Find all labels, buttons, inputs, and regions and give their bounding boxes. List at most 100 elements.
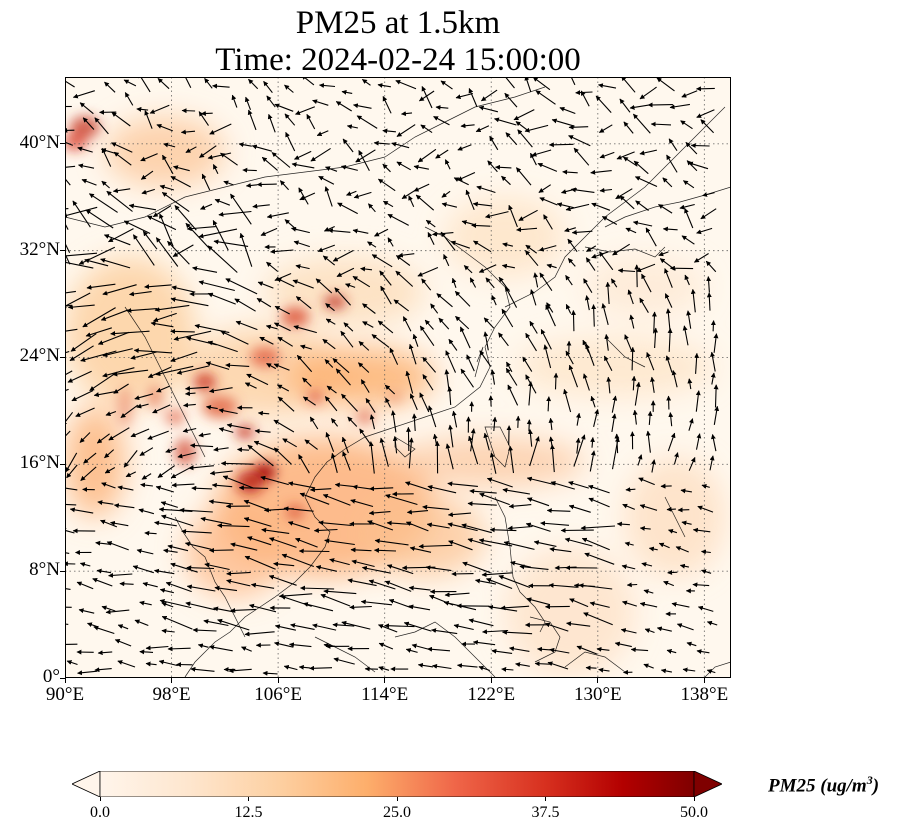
wind-arrow — [213, 239, 249, 247]
wind-arrow — [138, 508, 155, 515]
wind-arrow — [101, 605, 116, 612]
wind-arrow — [534, 661, 551, 667]
wind-arrow — [538, 184, 552, 193]
wind-arrow — [241, 646, 252, 652]
wind-arrow — [114, 639, 132, 647]
wind-arrow — [664, 293, 673, 308]
wind-arrow — [362, 303, 376, 314]
wind-arrow — [302, 396, 316, 406]
wind-arrow — [611, 436, 620, 470]
wind-arrow — [417, 148, 437, 163]
wind-arrow — [396, 161, 411, 171]
wind-arrow — [142, 230, 158, 250]
wind-arrow — [212, 220, 229, 251]
wind-arrow — [284, 219, 298, 231]
wind-arrow — [616, 521, 630, 527]
wind-arrow — [639, 149, 658, 156]
wind-arrow — [395, 79, 417, 90]
wind-arrow — [167, 544, 189, 552]
wind-arrow — [565, 203, 590, 212]
wind-arrow — [396, 124, 416, 137]
wind-vector-arrows — [65, 77, 720, 676]
wind-arrow — [75, 407, 95, 417]
wind-arrow — [342, 138, 354, 153]
wind-arrow — [468, 618, 494, 627]
wind-arrow — [225, 362, 250, 368]
wind-arrow — [713, 333, 719, 353]
wind-arrow — [549, 647, 570, 654]
wind-arrow — [658, 542, 670, 549]
wind-arrow — [460, 368, 474, 388]
wind-arrow — [548, 582, 578, 588]
wind-arrow — [365, 397, 376, 413]
wind-arrow — [444, 369, 450, 392]
wind-arrow — [163, 548, 178, 554]
wind-arrow — [310, 147, 331, 162]
wind-arrow — [132, 565, 154, 574]
wind-arrow — [697, 605, 714, 612]
wind-arrow — [485, 211, 509, 219]
wind-arrow — [332, 250, 354, 262]
wind-arrow — [637, 454, 643, 466]
wind-arrow — [645, 430, 651, 453]
wind-arrow — [500, 605, 530, 611]
wind-arrow — [693, 253, 709, 263]
wind-arrow — [123, 450, 138, 468]
map-svg — [65, 77, 731, 678]
wind-arrow — [562, 169, 578, 175]
wind-arrow — [140, 153, 158, 162]
wind-arrow — [377, 178, 396, 192]
wind-arrow — [548, 142, 574, 148]
wind-arrow — [194, 323, 230, 334]
wind-arrow — [401, 111, 413, 117]
wind-arrow — [463, 265, 473, 274]
wind-arrow — [85, 327, 112, 338]
wind-arrow — [161, 191, 190, 213]
wind-arrow — [451, 410, 458, 428]
y-tick-mark — [60, 143, 65, 145]
wind-arrow — [593, 409, 600, 428]
wind-arrow — [101, 180, 110, 189]
wind-arrow — [244, 382, 257, 389]
wind-arrow — [681, 235, 695, 245]
wind-arrow — [501, 175, 511, 186]
wind-arrow — [117, 660, 136, 668]
wind-arrow — [102, 284, 137, 296]
wind-arrow — [71, 390, 94, 402]
wind-arrow — [503, 540, 535, 550]
wind-arrow — [526, 419, 532, 432]
wind-arrow — [697, 505, 714, 513]
wind-arrow — [408, 604, 431, 611]
wind-arrow — [349, 604, 372, 610]
wind-arrow — [190, 666, 215, 672]
wind-arrow — [508, 204, 518, 228]
wind-arrow — [405, 648, 418, 653]
wind-arrow — [427, 405, 437, 428]
wind-arrow — [218, 210, 252, 217]
wind-arrow — [584, 295, 590, 311]
wind-arrow — [413, 183, 430, 192]
wind-arrow — [324, 186, 333, 207]
wind-arrow — [441, 202, 458, 208]
wind-arrow — [324, 359, 334, 368]
wind-arrow — [573, 434, 586, 467]
wind-arrow — [361, 78, 371, 86]
wind-arrow — [185, 222, 210, 249]
wind-arrow — [682, 325, 689, 346]
colorbar-tick-mark — [545, 797, 546, 801]
wind-arrow — [535, 90, 556, 105]
wind-arrow — [220, 330, 249, 345]
wind-arrow — [353, 103, 372, 109]
wind-arrow — [425, 219, 436, 228]
wind-arrow — [204, 78, 213, 89]
wind-arrow — [573, 147, 590, 166]
wind-arrow — [411, 643, 430, 650]
wind-arrow — [527, 497, 550, 507]
wind-arrow — [346, 190, 357, 196]
wind-arrow — [284, 113, 296, 126]
wind-arrow — [631, 375, 637, 391]
wind-arrow — [129, 291, 152, 297]
wind-arrow — [540, 520, 570, 526]
wind-arrow — [459, 326, 471, 349]
y-tick-label: 40°N — [19, 131, 60, 153]
